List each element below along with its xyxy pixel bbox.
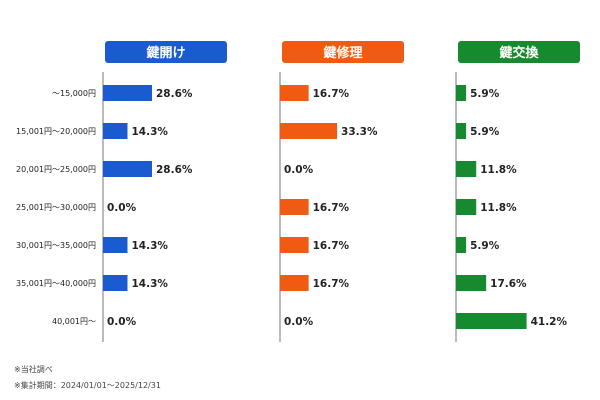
data-label: 16.7% bbox=[313, 240, 350, 252]
category-label: 20,001円～25,000円 bbox=[16, 165, 96, 174]
bar bbox=[103, 161, 152, 177]
bar bbox=[103, 123, 128, 139]
bar bbox=[103, 237, 128, 253]
bar bbox=[103, 85, 152, 101]
data-label: 11.8% bbox=[480, 164, 517, 176]
category-label: 25,001円～30,000円 bbox=[16, 203, 96, 212]
series-header-label: 鍵交換 bbox=[499, 45, 539, 61]
bar bbox=[456, 199, 477, 215]
bar bbox=[456, 275, 487, 291]
data-label: 5.9% bbox=[470, 126, 500, 138]
data-label: 28.6% bbox=[156, 88, 193, 100]
bar bbox=[456, 237, 467, 253]
bar bbox=[103, 275, 128, 291]
series-header-label: 鍵修理 bbox=[323, 45, 362, 61]
category-label: 35,001円～40,000円 bbox=[16, 279, 96, 288]
data-label: 28.6% bbox=[156, 164, 193, 176]
data-label: 41.2% bbox=[531, 316, 568, 328]
category-label: 30,001円～35,000円 bbox=[16, 241, 96, 250]
data-label: 5.9% bbox=[470, 88, 500, 100]
bar bbox=[456, 161, 477, 177]
series-header-3 bbox=[458, 41, 580, 63]
data-label: 14.3% bbox=[132, 240, 169, 252]
bar bbox=[456, 313, 527, 329]
series-header-2 bbox=[282, 41, 404, 63]
data-label: 16.7% bbox=[313, 202, 350, 214]
data-label: 0.0% bbox=[107, 202, 137, 214]
bar bbox=[280, 237, 309, 253]
data-label: 17.6% bbox=[490, 278, 527, 290]
category-label: 15,001円～20,000円 bbox=[16, 127, 96, 136]
series-header-1 bbox=[105, 41, 227, 63]
data-label: 33.3% bbox=[341, 126, 378, 138]
bar bbox=[280, 85, 309, 101]
note-survey: ※当社調べ bbox=[14, 365, 53, 374]
data-label: 0.0% bbox=[284, 164, 314, 176]
bar bbox=[280, 199, 309, 215]
note-period: ※集計期間：2024/01/01～2025/12/31 bbox=[14, 381, 161, 390]
data-label: 5.9% bbox=[470, 240, 500, 252]
bar bbox=[456, 85, 467, 101]
data-label: 14.3% bbox=[132, 126, 169, 138]
data-label: 11.8% bbox=[480, 202, 517, 214]
data-label: 16.7% bbox=[313, 278, 350, 290]
category-label: ～15,000円 bbox=[52, 89, 96, 98]
data-label: 0.0% bbox=[284, 316, 314, 328]
data-label: 16.7% bbox=[313, 88, 350, 100]
data-label: 14.3% bbox=[132, 278, 169, 290]
bar bbox=[280, 275, 309, 291]
data-label: 0.0% bbox=[107, 316, 137, 328]
series-header-label: 鍵開け bbox=[146, 45, 185, 61]
bar bbox=[456, 123, 467, 139]
bar bbox=[280, 123, 338, 139]
category-label: 40,001円～ bbox=[52, 317, 96, 326]
